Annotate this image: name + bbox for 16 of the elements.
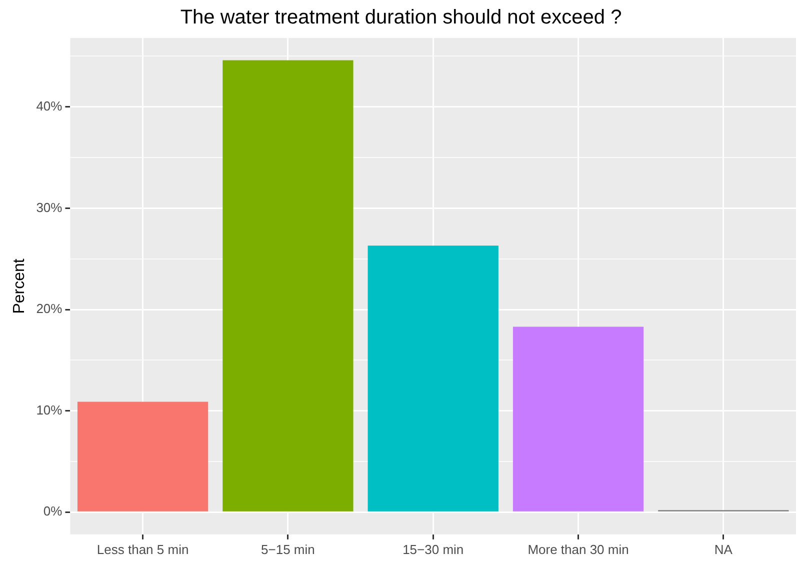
y-tick-label: 40% xyxy=(36,98,63,114)
x-tick-label: 15−30 min xyxy=(402,542,464,557)
bar xyxy=(368,246,498,512)
y-tick-label: 30% xyxy=(36,200,63,215)
x-tick-label: Less than 5 min xyxy=(96,542,189,557)
y-tick-label: 20% xyxy=(36,301,63,316)
y-axis-title: Percent xyxy=(11,258,28,314)
x-tick-label: More than 30 min xyxy=(528,542,629,557)
bar xyxy=(222,60,354,512)
y-tick-label: 0% xyxy=(43,504,63,519)
y-tick-label: 10% xyxy=(36,402,63,418)
bar xyxy=(77,402,208,512)
bar xyxy=(512,326,644,512)
chart-title: The water treatment duration should not exceed ? xyxy=(180,6,622,29)
x-tick-label: 5−15 min xyxy=(261,542,315,557)
x-tick-label: NA xyxy=(714,542,733,557)
